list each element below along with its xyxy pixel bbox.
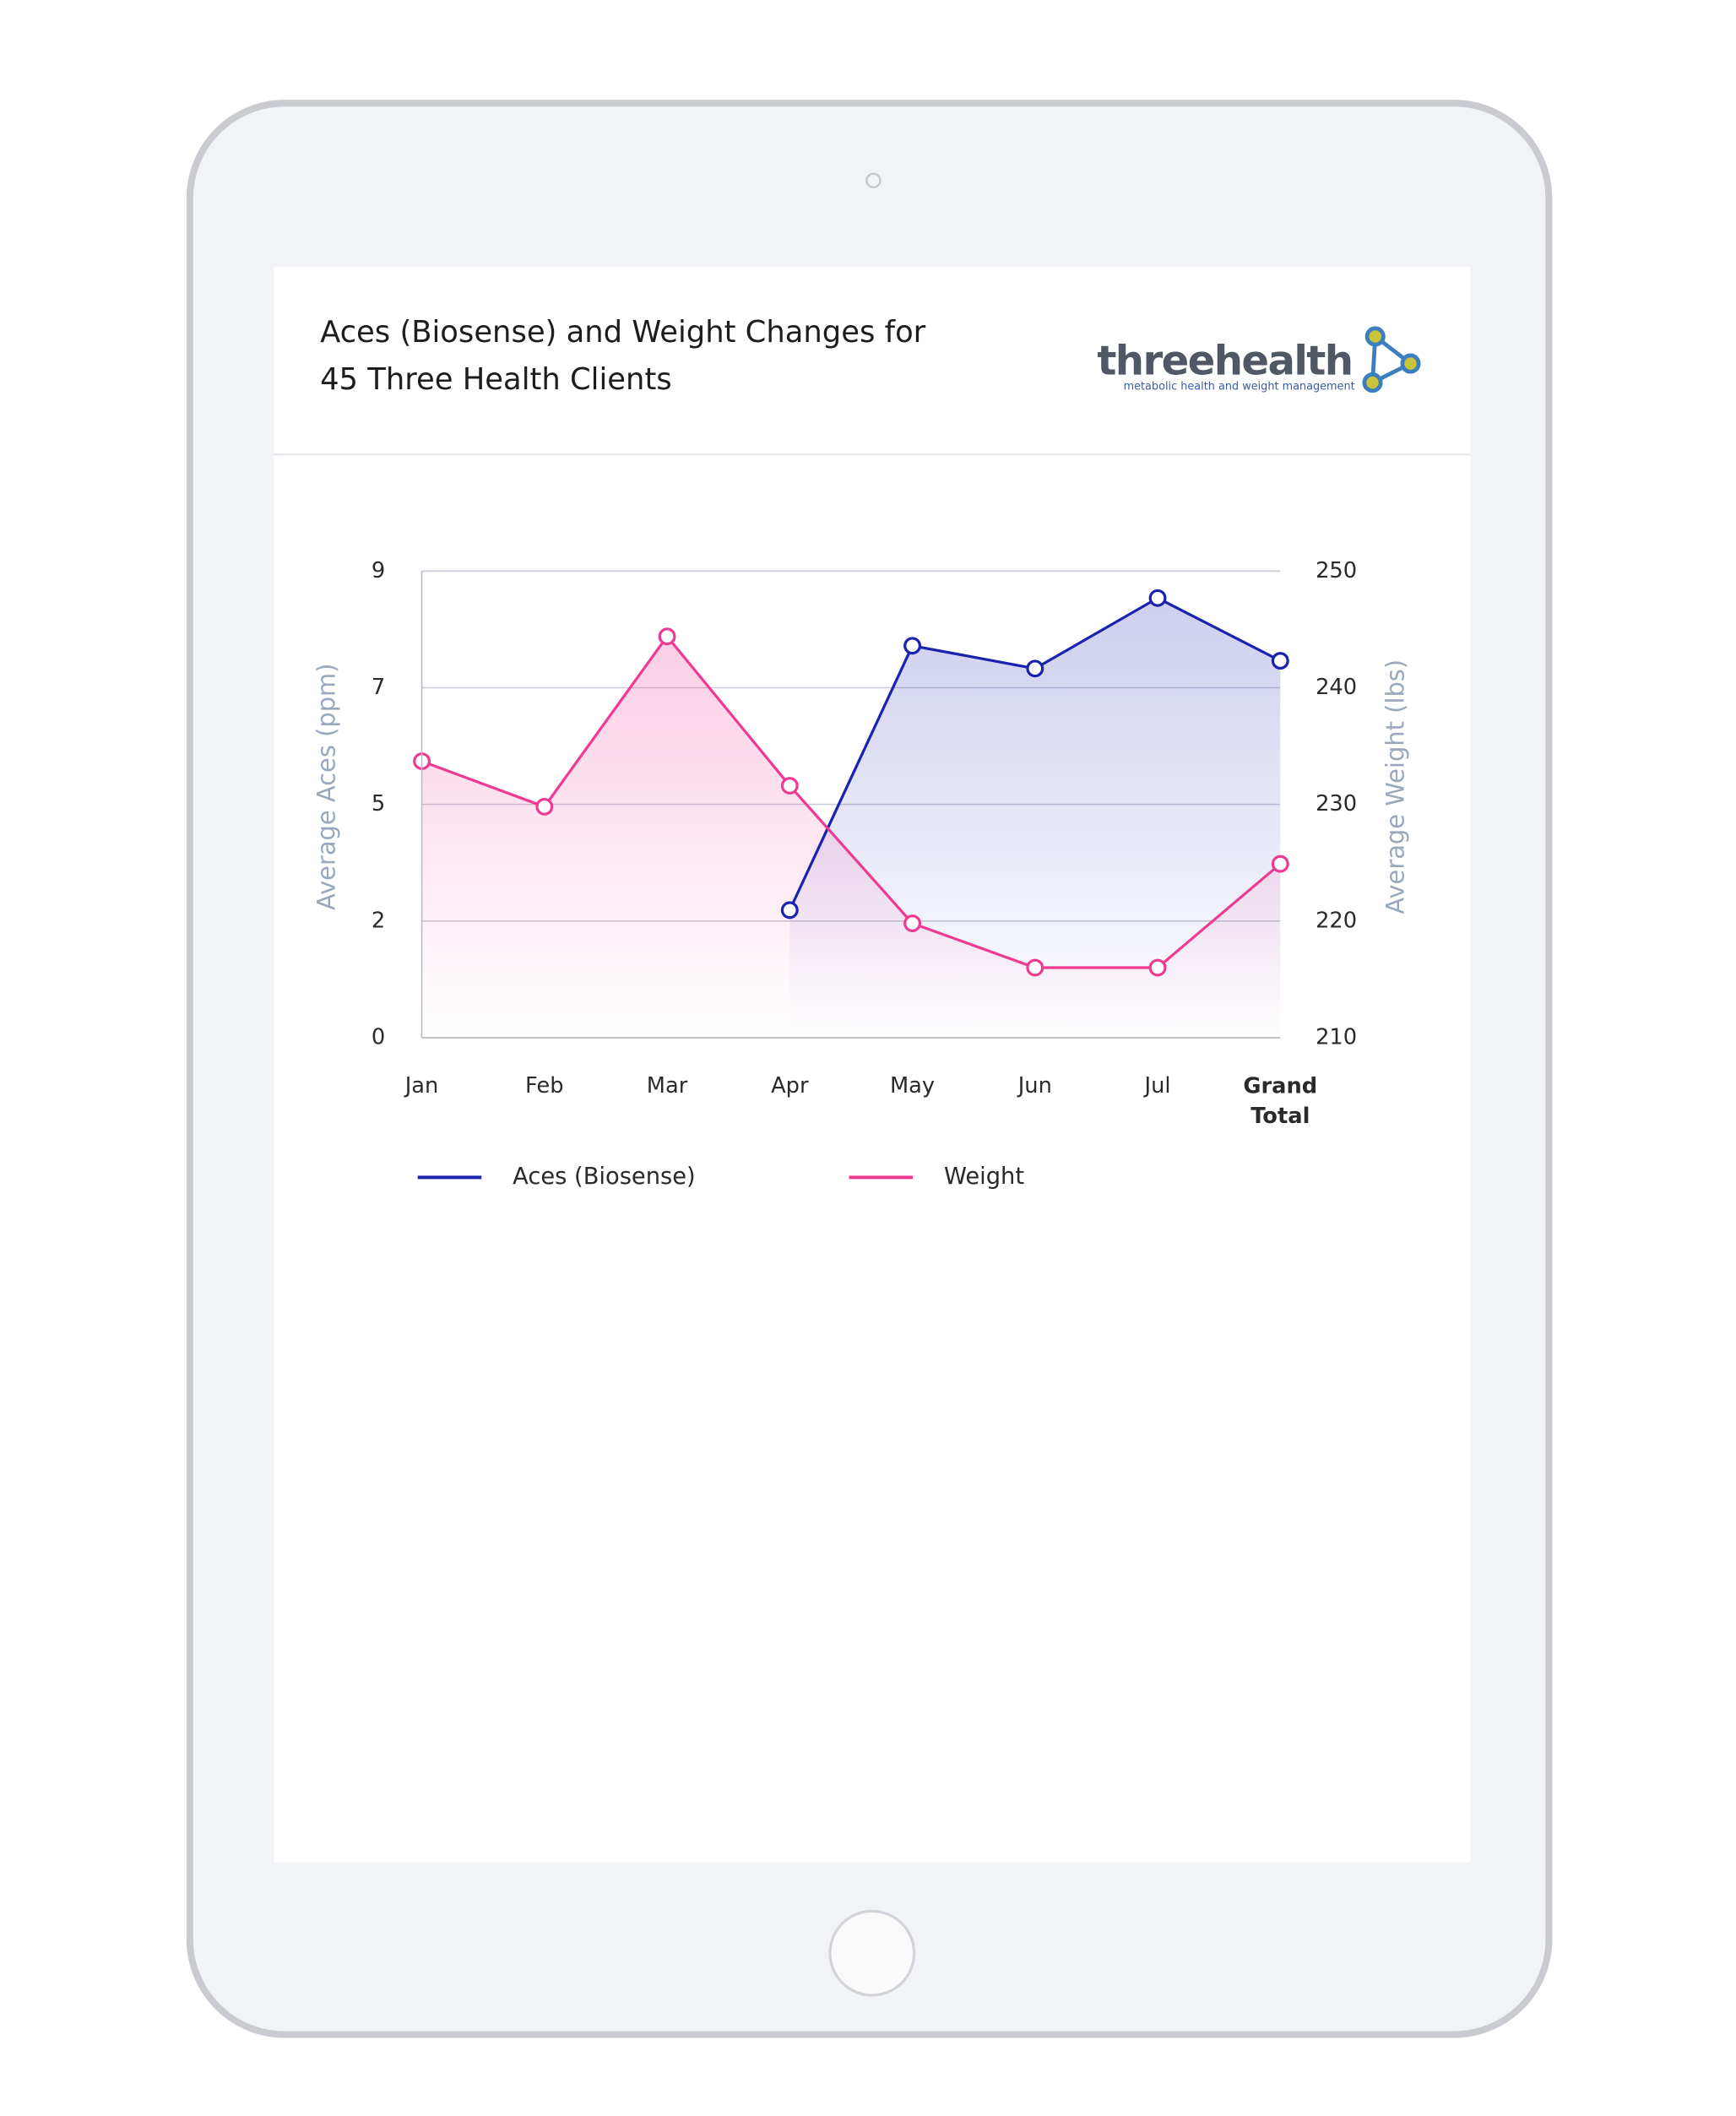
y-tick-label: 5 [372,791,385,817]
chart-title: Aces (Biosense) and Weight Changes for 4… [320,316,926,398]
y2-tick-label: 230 [1316,791,1357,817]
point [658,627,676,646]
point [903,914,921,932]
y2-tick-label: 250 [1316,558,1357,583]
area [421,636,1281,1038]
point [780,901,799,920]
legend-label: Aces (Biosense) [513,1164,696,1190]
x-tick-label: Jan [404,1073,439,1099]
y-tick-label: 9 [372,558,385,583]
camera [865,172,882,188]
screen [274,267,1471,1863]
y2-tick-label: 220 [1316,908,1357,933]
point [1026,659,1044,678]
y-tick-label: 7 [372,675,385,700]
x-tick-label: Feb [525,1073,563,1099]
y-axis-title: Average Aces (ppm) [312,664,341,910]
logo-icon [1362,326,1421,393]
point [903,637,921,655]
logo-name: threehealth [1097,338,1352,385]
home-button[interactable] [828,1909,916,1997]
series-line [420,634,1282,969]
logo-tagline: metabolic health and weight management [1124,380,1355,393]
point [1271,855,1289,873]
x-tick-label: Grand Total [1243,1073,1317,1128]
point [1271,652,1289,670]
lines [413,589,1289,977]
plot: 0 2 5 7 9 210 220 230 240 250 Jan Feb Mar Apr May Jun Ju… [372,558,1357,1129]
x-tick-label: Apr [771,1073,809,1099]
legend-label: Weight [944,1164,1024,1190]
x-tick-label: Jun [1017,1073,1052,1099]
x-tick-label: May [890,1073,935,1099]
x-tick-label: Mar [647,1073,688,1099]
y-tick-label: 0 [372,1024,385,1050]
point [1148,958,1167,977]
y2-tick-label: 210 [1316,1024,1357,1050]
y-tick-label: 2 [372,908,385,933]
y2-tick-label: 240 [1316,675,1357,700]
point [780,777,799,795]
title-box: Aces (Biosense) and Weight Changes for 4… [320,316,926,398]
point [535,797,554,816]
point [1148,589,1167,607]
point [1026,958,1044,977]
y2-axis-title: Average Weight (lbs) [1381,659,1409,914]
x-tick-label: Jul [1143,1073,1171,1099]
